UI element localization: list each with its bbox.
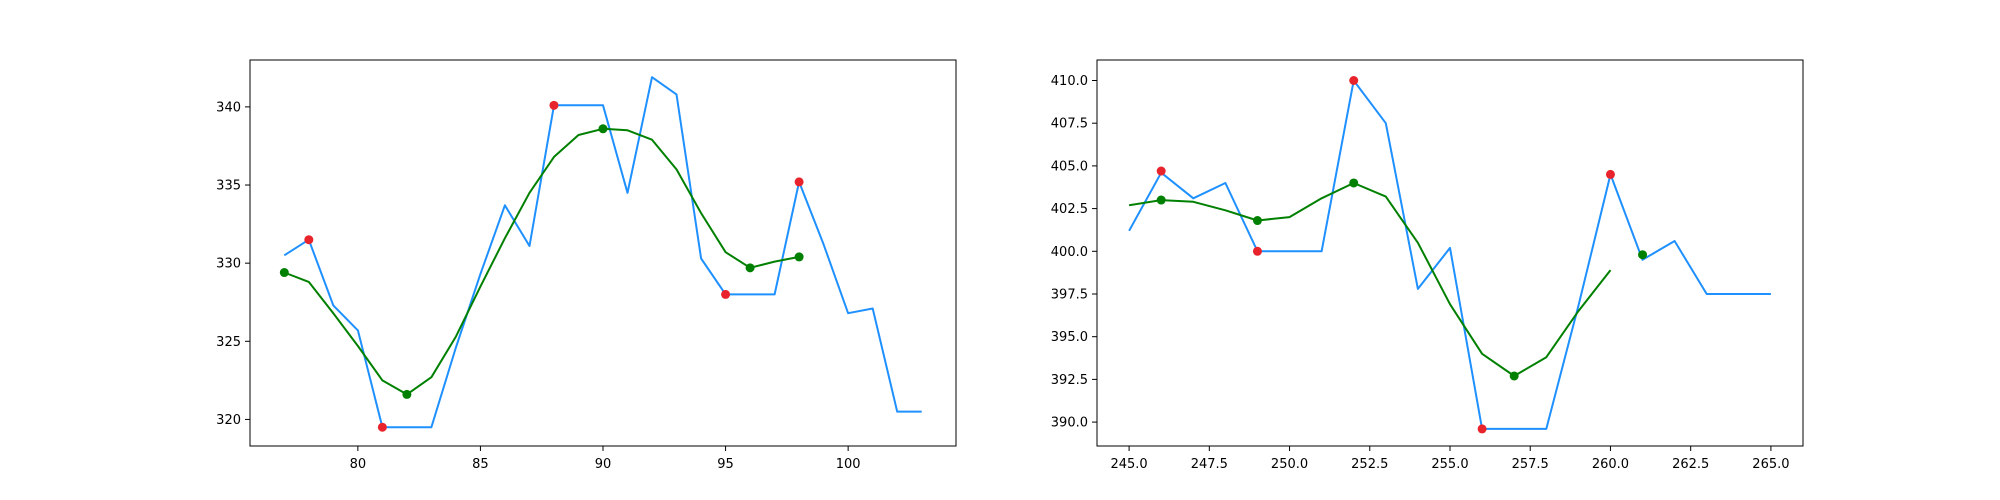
smoothed-extremum-point (1349, 178, 1359, 188)
smoothed-extremum-point (1509, 371, 1519, 381)
y-tick-label: 335 (216, 179, 241, 194)
x-tick-label: 255.0 (1431, 457, 1468, 472)
left-line-chart: 80 85 90 95 100 320 325 330 335 340 (216, 59, 957, 472)
x-tick-label: 250.0 (1271, 457, 1308, 472)
y-tick-label: 325 (216, 335, 241, 350)
plot-frame (249, 59, 957, 447)
y-tick-label: 410.0 (1051, 74, 1088, 89)
x-tick-label: 95 (717, 457, 734, 472)
smoothed-extremum-point (1156, 195, 1166, 205)
y-tick-label: 392.5 (1051, 373, 1088, 388)
y-tick-label: 390.0 (1051, 416, 1088, 431)
extremum-point (377, 422, 387, 432)
x-tick-label: 260.0 (1592, 457, 1629, 472)
extremum-point (1605, 169, 1615, 179)
x-tick-label: 80 (350, 457, 367, 472)
extremum-point (1156, 166, 1166, 176)
y-tick-label: 395.0 (1051, 330, 1088, 345)
x-tick-label: 257.5 (1512, 457, 1549, 472)
price-series-line (1128, 79, 1771, 430)
extremum-point (1252, 246, 1262, 256)
price-series-line (283, 76, 922, 429)
smoothed-extremum-point (745, 263, 755, 273)
smoothed-series-line (1128, 182, 1612, 377)
y-tick-label: 330 (216, 257, 241, 272)
smoothed-extremum-point (1638, 250, 1648, 260)
smoothed-extremum-point (402, 389, 412, 399)
smoothed-extremum-point (794, 252, 804, 262)
x-tick-label: 245.0 (1110, 457, 1147, 472)
x-tick-label: 252.5 (1351, 457, 1388, 472)
y-tick-label: 397.5 (1051, 287, 1088, 302)
y-tick-label: 340 (216, 100, 241, 115)
y-tick-label: 400.0 (1051, 245, 1088, 260)
smoothed-extremum-point (279, 268, 289, 278)
smoothed-extremum-point (598, 124, 608, 134)
extremum-point (1477, 424, 1487, 434)
y-tick-label: 402.5 (1051, 202, 1088, 217)
extremum-point (549, 100, 559, 110)
smoothed-series-line (283, 127, 800, 396)
smoothed-extremum-point (1252, 216, 1262, 226)
y-tick-label: 405.0 (1051, 159, 1088, 174)
extremum-point (721, 289, 731, 299)
y-tick-label: 320 (216, 413, 241, 428)
extremum-point (304, 235, 314, 245)
x-tick-label: 90 (595, 457, 612, 472)
right-line-chart: 245.0 247.5 250.0 252.5 255.0 257.5 260.0 262.5… (1051, 59, 1804, 472)
x-tick-label: 247.5 (1191, 457, 1228, 472)
x-tick-label: 100 (836, 457, 861, 472)
x-tick-label: 262.5 (1672, 457, 1709, 472)
y-tick-label: 407.5 (1051, 117, 1088, 132)
x-tick-label: 85 (472, 457, 489, 472)
x-tick-label: 265.0 (1752, 457, 1789, 472)
extremum-point (1349, 75, 1359, 85)
extremum-point (794, 177, 804, 187)
